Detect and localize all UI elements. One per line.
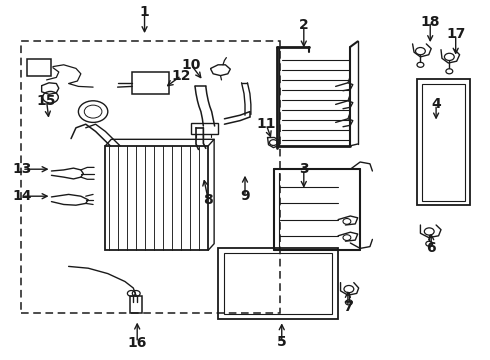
Bar [191, 123, 218, 134]
Bar [132, 72, 169, 94]
Text: 5: 5 [277, 335, 287, 349]
Text: 3: 3 [299, 162, 309, 176]
Text: 1: 1 [140, 5, 149, 18]
Bar [27, 59, 51, 76]
Text: 9: 9 [240, 189, 250, 203]
Bar [21, 41, 280, 313]
Bar [105, 146, 208, 250]
Text: 10: 10 [181, 58, 201, 72]
Bar [224, 253, 332, 314]
Text: 2: 2 [299, 18, 309, 32]
Text: 15: 15 [37, 94, 56, 108]
Text: 6: 6 [426, 242, 436, 255]
Text: 18: 18 [420, 15, 440, 28]
Text: 7: 7 [343, 300, 353, 314]
Bar [416, 79, 470, 205]
Text: 8: 8 [203, 193, 213, 207]
Text: 16: 16 [127, 336, 147, 350]
Bar [130, 296, 142, 313]
Text: 13: 13 [12, 162, 32, 176]
Text: 14: 14 [12, 189, 32, 203]
Bar [422, 84, 465, 201]
Text: 4: 4 [431, 98, 441, 111]
Bar [218, 248, 338, 319]
Text: 11: 11 [256, 117, 276, 131]
Text: 17: 17 [446, 27, 466, 41]
Text: 12: 12 [172, 69, 191, 82]
